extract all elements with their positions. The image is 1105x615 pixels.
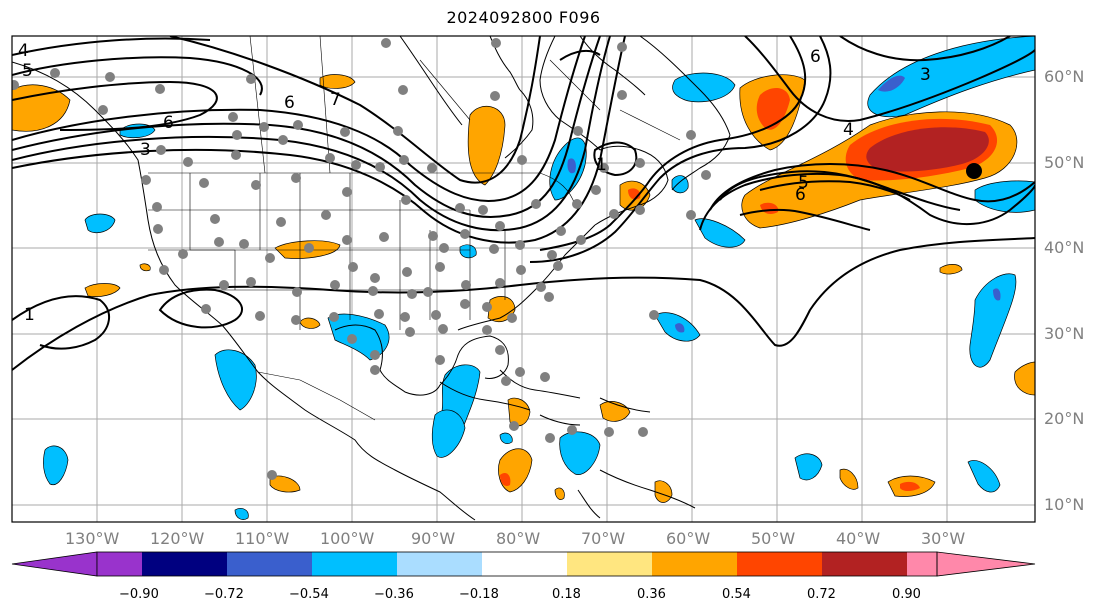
political-borders (148, 36, 681, 421)
colorbar-tick-label: 0.36 (637, 587, 666, 602)
lon-label: 60°W (666, 529, 711, 548)
lon-label: 30°W (921, 529, 966, 548)
lon-label: 80°W (496, 529, 541, 548)
lon-label: 90°W (411, 529, 456, 548)
negative-anomaly-areas (43, 36, 1035, 520)
colorbar-tick-label: −0.90 (119, 587, 159, 602)
colorbar-tick-label: −0.36 (374, 587, 414, 602)
lat-label: 40°N (1044, 238, 1085, 257)
lon-label: 110°W (235, 529, 290, 548)
contour-label: 1 (24, 305, 35, 325)
colorbar-tick-label: 0.72 (807, 587, 836, 602)
contour-lines (12, 36, 1035, 371)
colorbar-tick-label: −0.18 (459, 587, 499, 602)
contour-label-group: 4 5 6 6 3 7 6 4 3 5 6 1 1 (18, 41, 931, 325)
colorbar-bin (227, 552, 312, 576)
contour-label: 6 (795, 185, 806, 205)
lon-label: 100°W (320, 529, 375, 548)
colorbar-min-extend (11, 551, 98, 577)
contour-label: 6 (810, 47, 821, 67)
contour-label: 5 (798, 173, 809, 193)
strong-positive-core (866, 127, 989, 172)
colorbar-tick-label: 0.54 (722, 587, 751, 602)
contour-label: 1 (596, 155, 607, 175)
colorbar-bin (822, 552, 907, 576)
colorbar-max-extend (936, 551, 1036, 577)
colorbar-bin (397, 552, 482, 576)
colorbar-tick-label: 0.90 (892, 587, 921, 602)
map-title: 2024092800 F096 (446, 8, 601, 27)
colorbar-bin (482, 552, 567, 576)
colorbar-tick-label: −0.72 (204, 587, 244, 602)
lon-label: 120°W (150, 529, 205, 548)
colorbar-bin (737, 552, 822, 576)
contour-label: 4 (843, 120, 854, 140)
station-points (12, 38, 711, 480)
colorbar-bin (567, 552, 652, 576)
colorbar-bin (652, 552, 737, 576)
contour-label: 6 (163, 113, 174, 133)
contour-label: 3 (140, 140, 151, 160)
contour-label: 5 (22, 61, 33, 81)
lon-label: 50°W (751, 529, 796, 548)
storm-center-marker (966, 163, 982, 179)
contour-label: 6 (284, 93, 295, 113)
contour-label: 3 (920, 65, 931, 85)
colorbar-tick-label: 0.18 (552, 587, 581, 602)
lon-label: 130°W (65, 529, 120, 548)
lon-label: 40°W (836, 529, 881, 548)
lat-label: 10°N (1044, 495, 1085, 514)
lat-label: 30°N (1044, 324, 1085, 343)
colorbar-bin (97, 552, 142, 576)
contour-label: 7 (330, 90, 341, 110)
colorbar-tick-label: −0.54 (289, 587, 329, 602)
colorbar (11, 551, 1036, 577)
strong-negative-cores (567, 75, 1001, 333)
colorbar-bin (907, 552, 937, 576)
lat-label: 20°N (1044, 409, 1085, 428)
lat-label: 60°N (1044, 67, 1085, 86)
colorbar-bin (142, 552, 227, 576)
lat-label: 50°N (1044, 153, 1085, 172)
colorbar-bin (312, 552, 397, 576)
contour-label: 4 (18, 41, 29, 61)
lon-label: 70°W (581, 529, 626, 548)
